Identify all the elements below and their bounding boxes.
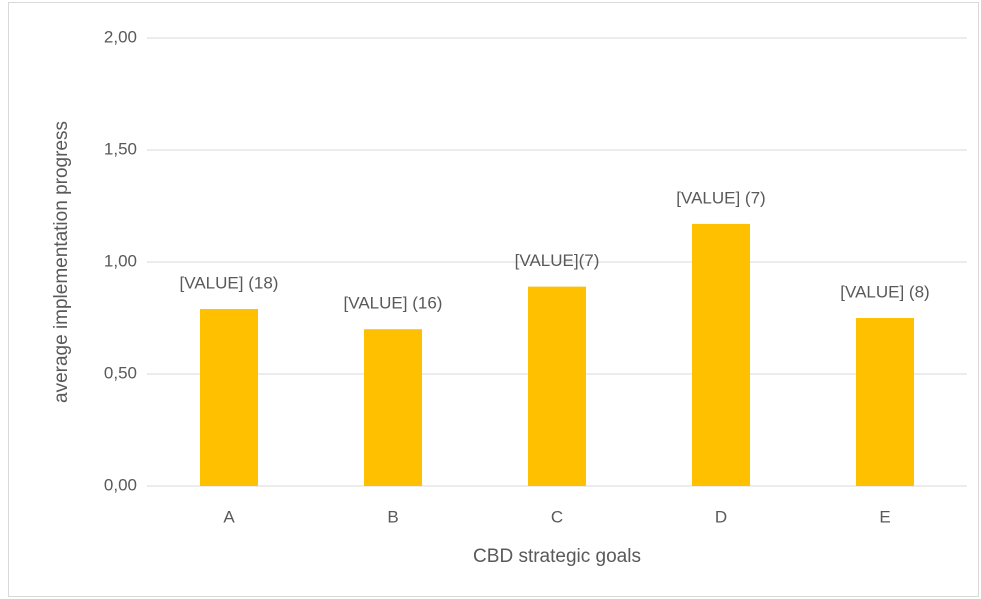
y-tick-label: 1,50 [104,139,137,158]
x-tick-label: A [223,507,235,526]
data-label: [VALUE](7) [515,251,600,270]
bar [692,223,750,487]
data-label: [VALUE] (8) [840,282,929,301]
y-tick-label: 1,00 [104,251,137,270]
x-tick-label: E [879,507,890,526]
data-label: [VALUE] (18) [180,274,279,293]
data-label: [VALUE] (16) [344,294,443,313]
data-label: [VALUE] (7) [676,188,765,207]
bar [364,329,422,486]
bar [528,286,586,486]
y-axis-title: average implementation progress [51,121,72,403]
x-axis-title: CBD strategic goals [473,546,641,567]
bar [200,309,258,486]
y-tick-label: 2,00 [104,27,137,46]
x-tick-label: D [715,507,727,526]
y-tick-label: 0,00 [104,475,137,494]
x-tick-label: C [551,507,563,526]
bar [856,318,914,486]
x-tick-label: B [387,507,398,526]
chart-frame [8,2,979,597]
y-tick-label: 0,50 [104,363,137,382]
